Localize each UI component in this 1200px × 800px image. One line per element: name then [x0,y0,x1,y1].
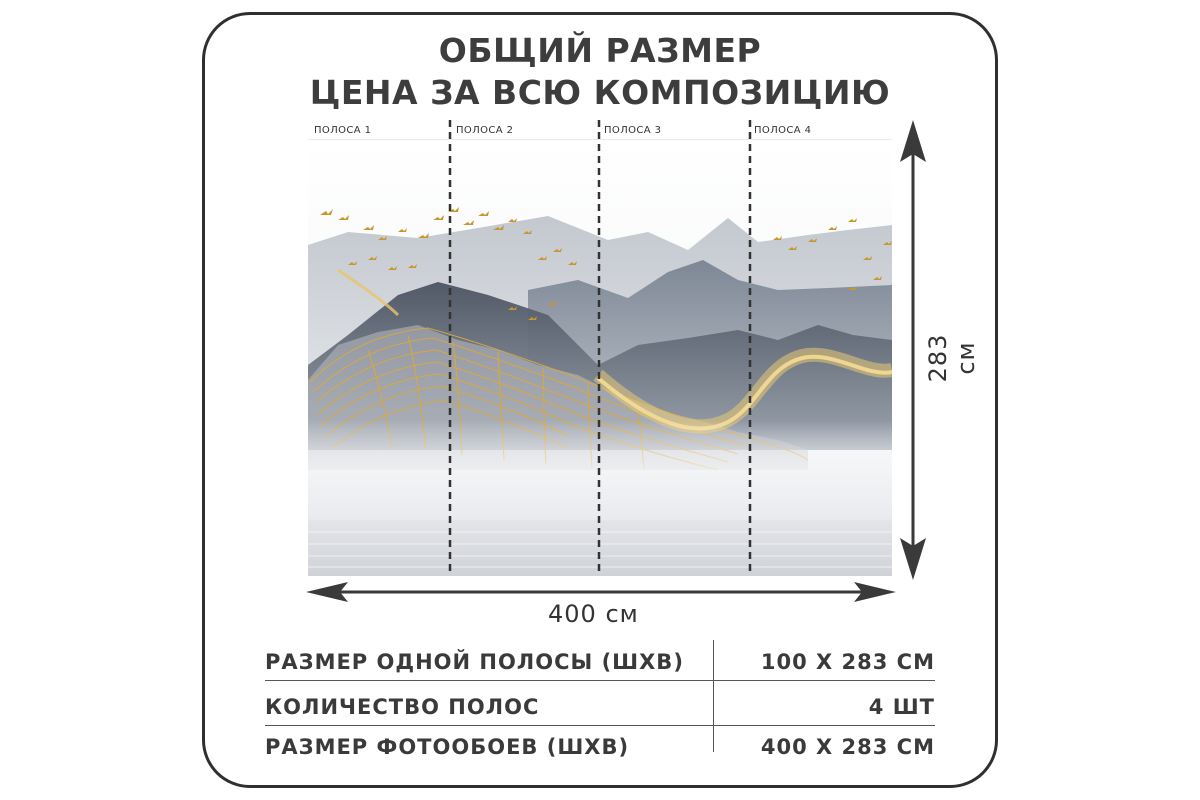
spec-value: 100 Х 283 СМ [760,650,935,674]
title-price-composition: ЦЕНА ЗА ВСЮ КОМПОЗИЦИЮ [309,73,891,112]
height-arrow [900,120,926,580]
strip-label-2: ПОЛОСА 2 [456,125,514,136]
spec-row-total-size: РАЗМЕР ФОТООБОЕВ (ШХВ) 400 Х 283 СМ [265,735,935,775]
spec-label: РАЗМЕР ФОТООБОЕВ (ШХВ) [265,735,630,759]
spec-label: РАЗМЕР ОДНОЙ ПОЛОСЫ (ШХВ) [265,650,684,674]
spec-divider-2 [265,725,935,726]
gold-ribbon [337,268,892,434]
spec-row-strip-count: КОЛИЧЕСТВО ПОЛОС 4 ШТ [265,695,935,735]
spec-value: 4 ШТ [868,695,935,719]
title-total-size: ОБЩИЙ РАЗМЕР [438,31,762,70]
spec-value: 400 Х 283 СМ [760,735,935,759]
spec-row-strip-size: РАЗМЕР ОДНОЙ ПОЛОСЫ (ШХВ) 100 Х 283 СМ [265,650,935,690]
spec-column-divider [713,640,714,752]
width-arrow [306,582,896,602]
strip-dividers [448,120,752,576]
strip-label-bar [308,120,892,140]
strip-label-1: ПОЛОСА 1 [314,125,372,136]
strip-label-4: ПОЛОСА 4 [754,125,812,136]
wallpaper-preview [308,120,892,576]
strip-label-3: ПОЛОСА 3 [604,125,662,136]
height-label: 283 см [924,333,980,383]
spec-label: КОЛИЧЕСТВО ПОЛОС [265,695,540,719]
spec-divider-1 [265,680,935,681]
width-label: 400 см [548,600,639,628]
